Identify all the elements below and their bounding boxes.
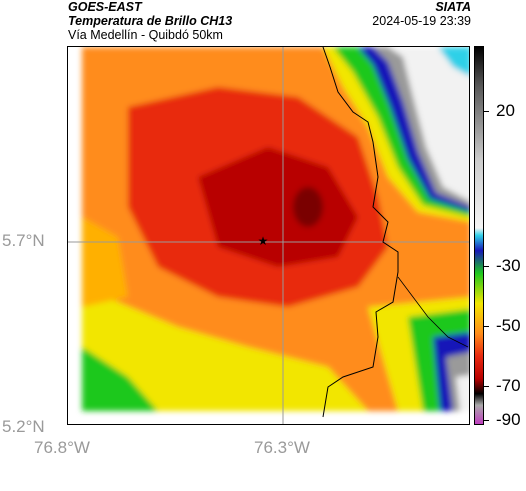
coastline	[397, 276, 469, 348]
temperature-field	[82, 47, 469, 411]
map-plot[interactable]: ★	[67, 46, 470, 425]
cbar-label-m50: -50	[496, 316, 521, 335]
colorbar	[474, 46, 484, 425]
cbar-tick-20	[484, 111, 489, 112]
star-icon: ★	[258, 234, 269, 248]
department-border	[322, 47, 399, 418]
lon-tick-76-8: 76.8°W	[34, 438, 90, 457]
cbar-label-m70: -70	[496, 376, 521, 395]
lat-tick-5-7: 5.7°N	[2, 231, 45, 250]
cbar-label-m90: -90	[496, 410, 521, 429]
title-block-right: SIATA 2024-05-19 23:39	[372, 0, 471, 28]
lat-tick-5-2: 5.2°N	[2, 417, 45, 436]
cbar-label-m30: -30	[496, 256, 521, 275]
satellite-name: GOES-EAST	[68, 0, 142, 14]
cbar-tick-m70	[484, 386, 489, 387]
cbar-tick-m90	[484, 420, 489, 421]
lon-tick-76-3: 76.3°W	[254, 438, 310, 457]
cbar-tick-m30	[484, 266, 489, 267]
timestamp: 2024-05-19 23:39	[372, 14, 471, 28]
cbar-label-20: 20	[496, 101, 515, 120]
route-name: Vía Medellín - Quibdó 50km	[68, 28, 223, 42]
product-name: Temperatura de Brillo CH13	[68, 14, 233, 28]
agency-name: SIATA	[435, 0, 471, 14]
cbar-tick-m50	[484, 326, 489, 327]
brightness-temperature-map: ★	[68, 47, 469, 424]
title-block-left: GOES-EAST Temperatura de Brillo CH13 Vía…	[68, 0, 318, 42]
